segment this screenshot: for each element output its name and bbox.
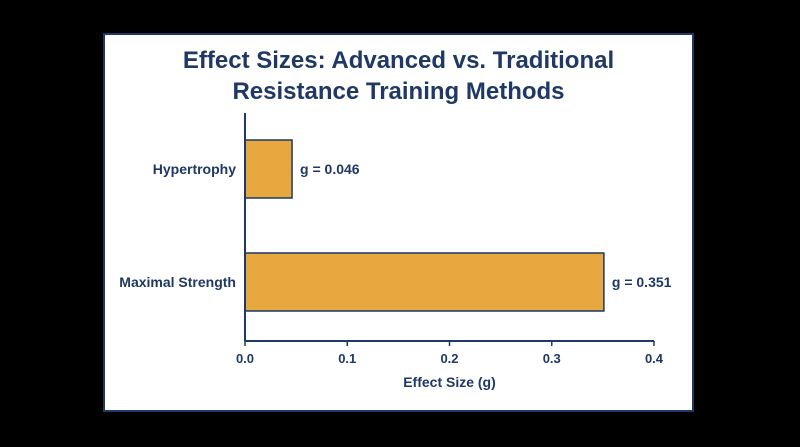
x-tick-label: 0.3: [543, 351, 561, 366]
bar-chart: Hypertrophy g = 0.046 Maximal Strength g = …: [119, 113, 672, 390]
data-label: g = 0.351: [612, 274, 672, 290]
chart-title: Effect Sizes: Advanced vs. Traditional R…: [105, 45, 692, 107]
x-tick-label: 0.1: [338, 351, 356, 366]
x-tick-label: 0.4: [645, 351, 664, 366]
x-axis-label: Effect Size (g): [403, 374, 496, 390]
x-tick-label: 0.0: [236, 351, 254, 366]
bar-maximal-strength: [244, 252, 605, 312]
data-label: g = 0.046: [300, 161, 360, 177]
chart-title-line-1: Effect Sizes: Advanced vs. Traditional: [182, 47, 615, 74]
x-tick-label: 0.2: [440, 351, 458, 366]
x-ticks-layer: 0.0 0.1 0.2 0.3 0.4: [236, 341, 664, 366]
bar-hypertrophy: [244, 139, 293, 199]
bars-layer: Hypertrophy g = 0.046 Maximal Strength g = …: [119, 139, 672, 312]
category-label: Hypertrophy: [153, 161, 236, 177]
category-label: Maximal Strength: [119, 274, 236, 290]
chart-title-line-2: Resistance Training Methods: [232, 78, 565, 105]
chart-panel: Effect Sizes: Advanced vs. Traditional R…: [103, 33, 694, 412]
